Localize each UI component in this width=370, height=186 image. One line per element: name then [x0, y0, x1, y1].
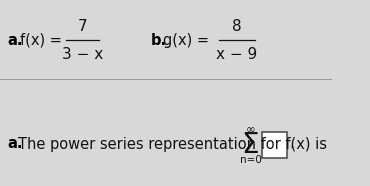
Text: The power series representation for f(x) is: The power series representation for f(x)… — [18, 137, 327, 152]
Text: 3 − x: 3 − x — [62, 46, 103, 62]
Text: 7: 7 — [78, 18, 87, 33]
Text: a.: a. — [7, 137, 23, 152]
Text: a.: a. — [7, 33, 23, 47]
Text: f(x) =: f(x) = — [20, 33, 62, 47]
Text: Σ: Σ — [241, 131, 258, 159]
FancyBboxPatch shape — [262, 132, 287, 158]
Text: 8: 8 — [232, 18, 242, 33]
Text: g(x) =: g(x) = — [164, 33, 209, 47]
Text: .: . — [289, 137, 294, 152]
Text: b.: b. — [151, 33, 167, 47]
Text: ∞: ∞ — [246, 124, 255, 137]
Text: n=0: n=0 — [240, 155, 262, 165]
Text: x − 9: x − 9 — [216, 46, 258, 62]
